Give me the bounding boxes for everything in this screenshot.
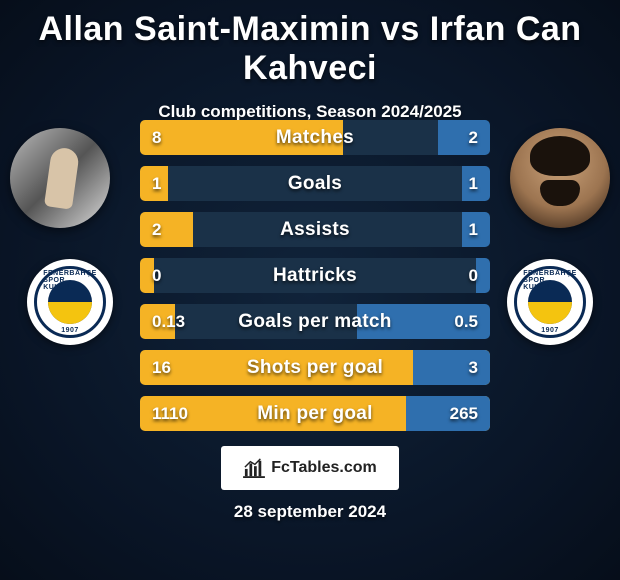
- brand-chart-icon: [243, 458, 265, 478]
- stat-row: 0.130.5Goals per match: [140, 304, 490, 339]
- stat-row: 163Shots per goal: [140, 350, 490, 385]
- stat-row: 11Goals: [140, 166, 490, 201]
- stat-label: Min per goal: [140, 396, 490, 431]
- player-left-avatar: [10, 128, 110, 228]
- stat-label: Hattricks: [140, 258, 490, 293]
- comparison-subtitle: Club competitions, Season 2024/2025: [0, 102, 620, 122]
- stat-row: 21Assists: [140, 212, 490, 247]
- brand-text: FcTables.com: [271, 459, 377, 477]
- stat-label: Assists: [140, 212, 490, 247]
- brand-box: FcTables.com: [221, 446, 399, 490]
- stat-label: Matches: [140, 120, 490, 155]
- stats-rows-container: 82Matches 11Goals 21Assists 00Hattricks 0.13…: [140, 120, 490, 442]
- stat-row: 82Matches: [140, 120, 490, 155]
- stat-label: Shots per goal: [140, 350, 490, 385]
- comparison-title: Allan Saint-Maximin vs Irfan Can Kahveci: [0, 0, 620, 88]
- stat-label: Goals per match: [140, 304, 490, 339]
- stat-row: 1110265Min per goal: [140, 396, 490, 431]
- stat-label: Goals: [140, 166, 490, 201]
- stat-row: 00Hattricks: [140, 258, 490, 293]
- player-right-club-badge: FENERBAHÇE SPOR KULÜBÜ 1907: [507, 259, 593, 345]
- comparison-date: 28 september 2024: [0, 502, 620, 522]
- player-left-club-badge: FENERBAHÇE SPOR KULÜBÜ 1907: [27, 259, 113, 345]
- player-right-avatar: [510, 128, 610, 228]
